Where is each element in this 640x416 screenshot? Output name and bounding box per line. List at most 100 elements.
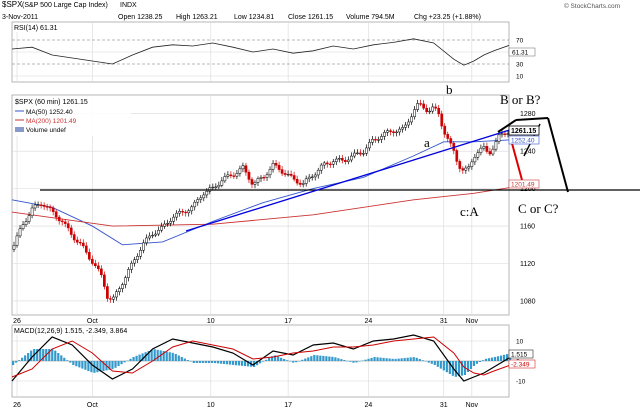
candle-body [238, 168, 242, 174]
candle-body [380, 136, 383, 140]
macd-histogram-bar [75, 361, 78, 367]
macd-tick-label: -10 [516, 379, 526, 386]
trend-line [185, 127, 517, 232]
macd-histogram-bar [481, 360, 485, 361]
macd-histogram-bar [418, 359, 421, 361]
x-tick-label: 10 [207, 318, 215, 325]
candle-body [458, 161, 462, 169]
macd-badge-text: 1.515 [511, 352, 528, 359]
macd-histogram-bar [60, 355, 63, 361]
rsi-label: RSI(14) 61.31 [14, 25, 58, 32]
candle-body [383, 132, 386, 137]
candle-body [139, 250, 142, 257]
macd-histogram-bar [391, 358, 394, 361]
candle-body [353, 152, 356, 157]
candle-body [220, 180, 224, 186]
candle-body [374, 139, 377, 141]
macd-histogram-bar [114, 361, 117, 368]
candle-body [36, 204, 40, 206]
candle-body [181, 211, 185, 213]
candle-body [404, 124, 407, 128]
macd-histogram-bar [48, 349, 51, 361]
macd-histogram-bar [274, 355, 277, 361]
rsi-tick-label: 10 [516, 74, 524, 81]
candle-body [271, 163, 275, 170]
candle-body [274, 163, 278, 166]
candle-body [343, 160, 347, 162]
candle-body [112, 296, 115, 300]
macd-histogram-bar [135, 355, 138, 361]
y-tick-label: 1240 [520, 149, 536, 156]
macd-histogram-bar [132, 357, 135, 361]
price-legend: $SPX (60 min) 1261.15 MA(50) 1252.40 MA(… [13, 96, 131, 136]
candle-body [39, 204, 43, 206]
candle-body [130, 262, 133, 270]
macd-histogram-bar [222, 361, 226, 364]
macd-histogram-bar [397, 358, 400, 361]
candle-body [235, 173, 239, 177]
macd-histogram-bar [310, 356, 313, 361]
macd-histogram-bar [340, 359, 343, 361]
y-tick-label: 1160 [520, 224, 535, 231]
candle-body [289, 173, 293, 176]
macd-histogram-bar [466, 361, 470, 372]
candle-body [12, 245, 16, 250]
close-badge-box [508, 125, 540, 136]
candle-body [443, 125, 447, 135]
candle-body [500, 133, 504, 136]
macd-histogram-bar [505, 354, 509, 361]
macd-histogram-bar [219, 361, 223, 364]
candle-body [93, 263, 97, 267]
macd-histogram-bar [394, 358, 397, 361]
candle-body [434, 106, 438, 109]
macd-histogram-bar [147, 351, 150, 361]
macd-badge-box [508, 349, 534, 359]
macd-histogram-bar [298, 361, 301, 362]
header-open: Open 1238.25 [118, 14, 162, 21]
candle-body [386, 130, 389, 133]
candle-body [488, 151, 492, 155]
candle-body [163, 223, 166, 227]
macd-histogram-bar [225, 361, 229, 365]
macd-histogram-bar [108, 361, 111, 370]
macd-histogram-bar [415, 357, 418, 361]
candle-body [244, 165, 248, 173]
macd-histogram-bar [421, 360, 424, 361]
candle-body [350, 155, 353, 161]
macd-histogram-bar [406, 357, 409, 361]
macd-histogram-bar [313, 355, 316, 361]
candle-body [262, 177, 266, 179]
x-tick-label: Oct [87, 318, 98, 325]
wave-B-stroke-2 [515, 117, 549, 121]
ma50-badge: 1252.40 [508, 135, 540, 145]
candle-body [45, 206, 49, 208]
rsi-tick-label: 30 [516, 62, 524, 69]
candle-body [211, 186, 215, 189]
ma50-line [11, 139, 510, 246]
macd-histogram-bar [412, 357, 415, 361]
candle-body [121, 284, 124, 289]
candle-body [428, 110, 432, 113]
x-tick-label: 17 [284, 402, 292, 409]
macd-histogram-bar [469, 361, 473, 369]
macd-histogram-bar [111, 361, 114, 370]
candle-body [410, 116, 413, 123]
macd-histogram-bar [265, 359, 268, 361]
macd-label: MACD(12,26,9) 1.515, -2.349, 3.864 [14, 328, 127, 335]
macd-histogram-bar [153, 349, 156, 361]
macd-signal-line [11, 336, 510, 378]
macd-histogram-bar [319, 355, 322, 361]
candle-body [78, 242, 82, 244]
candle-body [286, 173, 290, 176]
macd-histogram-bar [246, 361, 250, 367]
macd-histogram-bar [457, 361, 460, 377]
macd-histogram-bar [286, 360, 289, 361]
candle-body [136, 256, 139, 260]
candle-body [268, 169, 272, 176]
candle-body [467, 166, 471, 169]
candle-body [491, 148, 495, 155]
macd-histogram-bar [367, 358, 370, 361]
candle-body [416, 103, 419, 110]
macd-histogram-bar [54, 350, 57, 361]
macd-histogram-bar [358, 361, 361, 362]
